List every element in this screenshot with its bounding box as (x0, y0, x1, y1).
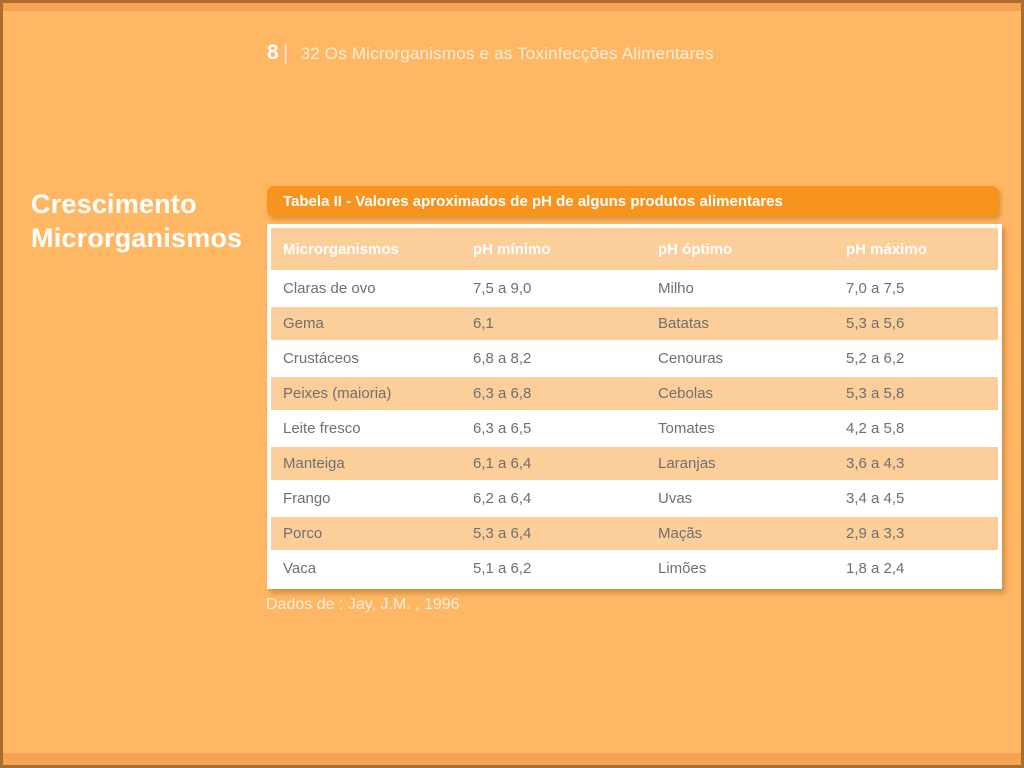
table-cell: 5,3 a 5,6 (846, 315, 905, 332)
table-cell: Uvas (658, 490, 693, 507)
table-cell: 5,2 a 6,2 (846, 350, 905, 367)
bottom-edge-band (3, 753, 1021, 765)
table-body: Claras de ovo 7,5 a 9,0 Milho 7,0 a 7,5 Gema… (271, 272, 998, 585)
side-title: Crescimento Microrganismos (31, 187, 242, 255)
table-cell: Manteiga (283, 455, 345, 472)
table-cell: 4,2 a 5,8 (846, 420, 905, 437)
table-cell: 1,8 a 2,4 (846, 560, 905, 577)
ph-values-table: Microrganismos pH mínimo pH óptimo pH máxim… (267, 224, 1002, 589)
table-cell: Cebolas (658, 385, 714, 402)
table-cell: Peixes (maioria) (283, 385, 392, 402)
table-cell: Cenouras (658, 350, 724, 367)
table-cell: Frango (283, 490, 331, 507)
table-cell: Laranjas (658, 455, 716, 472)
table-row: Porco 5,3 a 6,4 Maçãs 2,9 a 3,3 (271, 517, 998, 550)
table-cell: 5,3 a 5,8 (846, 385, 905, 402)
table-cell: Gema (283, 315, 324, 332)
table-cell: 6,3 a 6,5 (473, 420, 532, 437)
table-cell: Leite fresco (283, 420, 361, 437)
table-header-row: Microrganismos pH mínimo pH óptimo pH máxim… (271, 228, 998, 270)
table-cell: 3,4 a 4,5 (846, 490, 905, 507)
table-cell: 6,2 a 6,4 (473, 490, 532, 507)
table-row: Gema 6,1 Batatas 5,3 a 5,6 (271, 307, 998, 340)
table-cell: Vaca (283, 560, 317, 577)
column-header: Microrganismos (283, 240, 399, 258)
page-header: 8 32 Os Microrganismos e as Toxinfecções… (267, 41, 714, 65)
table-cell: 3,6 a 4,3 (846, 455, 905, 472)
table-cell: 2,9 a 3,3 (846, 525, 905, 542)
page-number: 8 (267, 41, 289, 65)
column-header: pH óptimo (658, 240, 733, 258)
table-row: Leite fresco 6,3 a 6,5 Tomates 4,2 a 5,8 (271, 412, 998, 445)
table-cell: Tomates (658, 420, 715, 437)
side-title-line2: Microrganismos (31, 223, 243, 253)
table-cell: 6,3 a 6,8 (473, 385, 532, 402)
table-cell: Claras de ovo (283, 280, 376, 297)
table-cell: Porco (283, 525, 323, 542)
header-title: 32 Os Microrganismos e as Toxinfecções A… (300, 44, 714, 63)
table-caption: Tabela II - Valores aproximados de pH de… (283, 193, 783, 210)
top-edge-band (3, 3, 1021, 11)
column-header: pH máximo (846, 240, 927, 258)
column-header: pH mínimo (473, 240, 551, 258)
table-cell: 7,5 a 9,0 (473, 280, 532, 297)
table-cell: 7,0 a 7,5 (846, 280, 905, 297)
table-row: Crustáceos 6,8 a 8,2 Cenouras 5,2 a 6,2 (271, 342, 998, 375)
table-row: Claras de ovo 7,5 a 9,0 Milho 7,0 a 7,5 (271, 272, 998, 305)
table-row: Vaca 5,1 a 6,2 Limões 1,8 a 2,4 (271, 552, 998, 585)
table-row: Frango 6,2 a 6,4 Uvas 3,4 a 4,5 (271, 482, 998, 515)
table-row: Peixes (maioria) 6,3 a 6,8 Cebolas 5,3 a 5,… (271, 377, 998, 410)
source-note: Dados de : Jay, J.M. , 1996 (266, 596, 460, 613)
table-cell: 6,8 a 8,2 (473, 350, 532, 367)
table-cell: 6,1 a 6,4 (473, 455, 532, 472)
table-row: Manteiga 6,1 a 6,4 Laranjas 3,6 a 4,3 (271, 447, 998, 480)
table-cell: 6,1 (473, 315, 494, 332)
table-cell: Maçãs (658, 525, 703, 542)
table-cell: Limões (658, 560, 707, 577)
table-caption-bar: Tabela II - Valores aproximados de pH de… (267, 186, 999, 217)
table-cell: Crustáceos (283, 350, 359, 367)
table-cell: Milho (658, 280, 694, 297)
table-cell: Batatas (658, 315, 709, 332)
side-title-line1: Crescimento (31, 189, 197, 219)
table-cell: 5,1 a 6,2 (473, 560, 532, 577)
table-cell: 5,3 a 6,4 (473, 525, 532, 542)
